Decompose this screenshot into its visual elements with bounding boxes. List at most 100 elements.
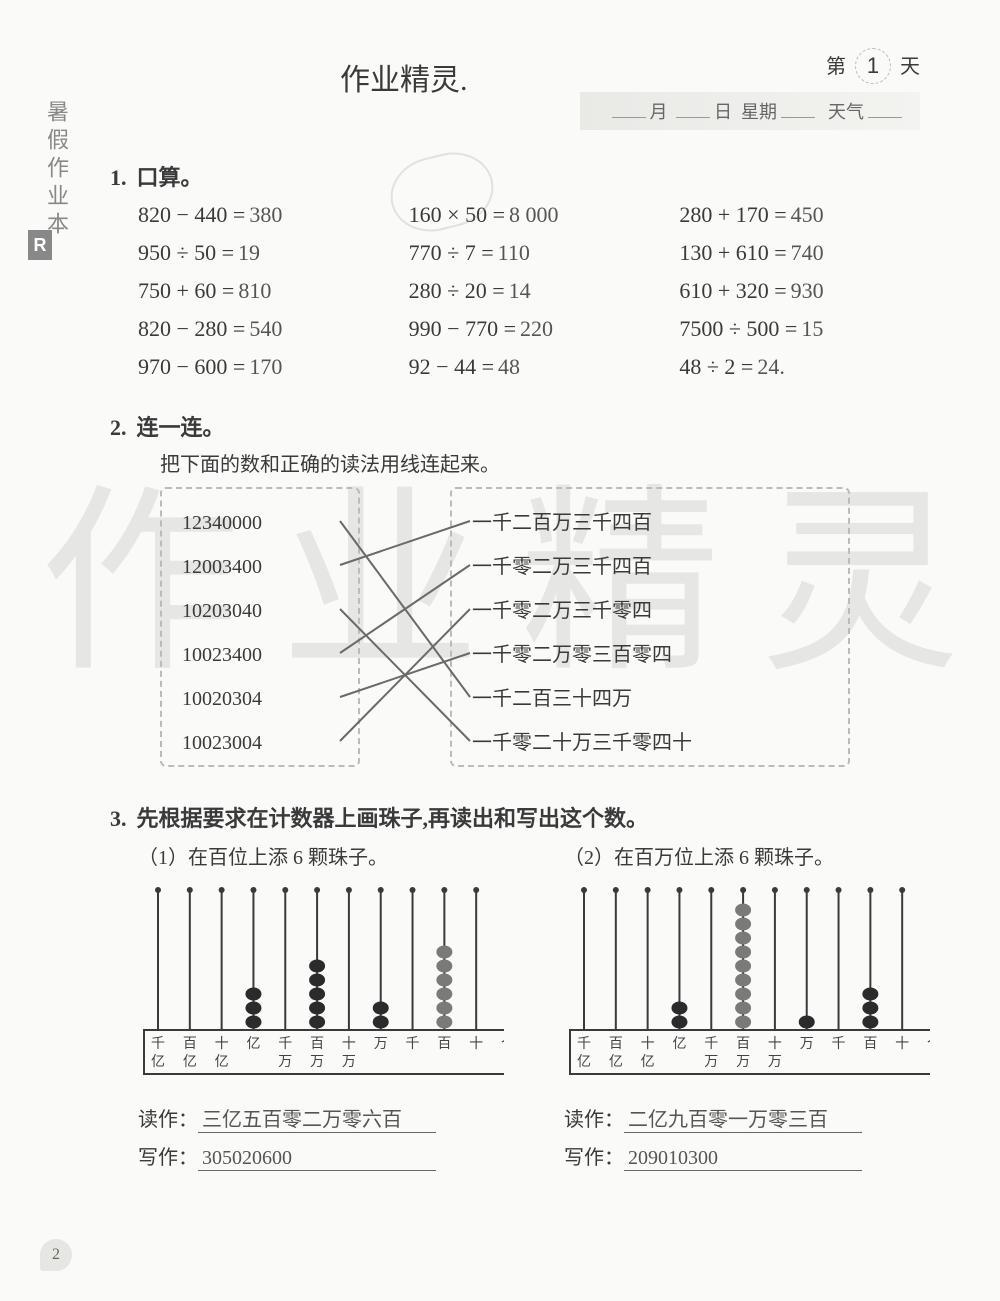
date-line: 月 日 星期 天气 xyxy=(580,92,920,130)
match-right-box: 一千二百万三千四百一千零二万三千四百一千零二万三千零四一千零二万零三百零四一千二… xyxy=(450,487,850,767)
eq-cell: 48 ÷ 2 =24. xyxy=(679,354,930,380)
write-ans-1: 305020600 xyxy=(198,1147,436,1171)
match-right-item: 一千零二万零三百零四 xyxy=(472,633,828,677)
day-suffix: 天 xyxy=(900,56,920,78)
svg-text:亿: 亿 xyxy=(609,1054,623,1070)
svg-text:个: 个 xyxy=(927,1036,930,1052)
sidebar-tab: R xyxy=(28,230,52,260)
day-number: 1 xyxy=(855,48,891,84)
abacus-2: （2）在百万位上添 6 颗珠子。 千亿百亿十亿亿千万百万十万万千百十个 读作：二… xyxy=(564,833,930,1171)
eq-cell: 820 − 440 =380 xyxy=(138,202,389,228)
q1-grid: 820 − 440 =380160 × 50 =8 000280 + 170 =… xyxy=(138,202,930,380)
abacus-1: （1）在百位上添 6 颗珠子。 千亿百亿十亿亿千万百万十万万千百十个 读作：三亿… xyxy=(138,833,504,1171)
eq-cell: 770 ÷ 7 =110 xyxy=(409,240,660,266)
svg-text:十: 十 xyxy=(215,1036,229,1052)
svg-text:万: 万 xyxy=(310,1055,324,1070)
svg-text:百: 百 xyxy=(736,1036,750,1052)
write-label-1: 写作： xyxy=(138,1147,198,1169)
weekday-label: 星期 xyxy=(741,102,777,122)
match-left-item: 10023400 xyxy=(182,633,338,677)
svg-text:十: 十 xyxy=(768,1036,782,1052)
sidebar-label: 暑假作业本 xyxy=(40,100,72,240)
svg-text:亿: 亿 xyxy=(641,1054,655,1070)
read-ans-2: 二亿九百零一万零三百 xyxy=(624,1103,862,1133)
eq-cell: 950 ÷ 50 =19 xyxy=(138,240,389,266)
write-ans-2: 209010300 xyxy=(624,1147,862,1171)
svg-text:百: 百 xyxy=(609,1036,623,1052)
q3-sub2: （2）在百万位上添 6 颗珠子。 xyxy=(564,841,930,870)
svg-text:万: 万 xyxy=(278,1055,292,1070)
match-right-item: 一千零二十万三千零四十 xyxy=(472,721,828,765)
eq-cell: 280 + 170 =450 xyxy=(679,202,930,228)
match-left-item: 10023004 xyxy=(182,721,338,765)
eq-cell: 610 + 320 =930 xyxy=(679,278,930,304)
page-number: 2 xyxy=(40,1239,72,1271)
svg-text:万: 万 xyxy=(342,1055,356,1070)
match-right-item: 一千零二万三千零四 xyxy=(472,589,828,633)
svg-text:百: 百 xyxy=(183,1036,197,1052)
write-label-2: 写作： xyxy=(564,1147,624,1169)
q3-title: 先根据要求在计数器上画珠子,再读出和写出这个数。 xyxy=(137,806,649,831)
svg-text:亿: 亿 xyxy=(577,1054,591,1070)
svg-text:万: 万 xyxy=(768,1055,782,1070)
svg-text:十: 十 xyxy=(895,1036,909,1052)
svg-text:十: 十 xyxy=(641,1036,655,1052)
svg-text:亿: 亿 xyxy=(672,1036,686,1052)
svg-text:亿: 亿 xyxy=(183,1054,197,1070)
svg-text:个: 个 xyxy=(501,1036,504,1052)
match-left-item: 12003400 xyxy=(182,545,338,589)
q2: 2. 连一连。 把下面的数和正确的读法用线连起来。 12340000120034… xyxy=(110,410,930,777)
q1: 1. 口算。 820 − 440 =380160 × 50 =8 000280 … xyxy=(110,160,930,380)
match-left-box: 1234000012003400102030401002340010020304… xyxy=(160,487,360,767)
q3-num: 3. xyxy=(110,806,127,831)
svg-text:亿: 亿 xyxy=(246,1036,260,1052)
q1-title: 口算。 xyxy=(137,165,203,190)
q2-title: 连一连。 xyxy=(137,415,225,440)
match-right-item: 一千二百三十四万 xyxy=(472,677,828,721)
abacus1-svg: 千亿百亿十亿亿千万百万十万万千百十个 xyxy=(138,880,504,1090)
read-label-2: 读作： xyxy=(564,1109,624,1131)
svg-text:千: 千 xyxy=(832,1036,846,1052)
svg-text:亿: 亿 xyxy=(151,1054,165,1070)
q1-num: 1. xyxy=(110,165,127,190)
svg-text:十: 十 xyxy=(342,1036,356,1052)
eq-cell: 820 − 280 =540 xyxy=(138,316,389,342)
day-label: 日 xyxy=(714,102,732,122)
svg-text:千: 千 xyxy=(278,1036,292,1052)
svg-text:万: 万 xyxy=(704,1055,718,1070)
match-wrap: 1234000012003400102030401002340010020304… xyxy=(150,487,930,777)
svg-text:千: 千 xyxy=(151,1036,165,1052)
q3: 3. 先根据要求在计数器上画珠子,再读出和写出这个数。 （1）在百位上添 6 颗… xyxy=(110,801,930,1171)
eq-cell: 7500 ÷ 500 =15 xyxy=(679,316,930,342)
svg-text:十: 十 xyxy=(469,1036,483,1052)
svg-text:亿: 亿 xyxy=(215,1054,229,1070)
match-left-item: 10020304 xyxy=(182,677,338,721)
svg-text:千: 千 xyxy=(704,1036,718,1052)
match-right-item: 一千零二万三千四百 xyxy=(472,545,828,589)
day-prefix: 第 xyxy=(826,56,846,78)
svg-text:百: 百 xyxy=(437,1036,451,1052)
svg-text:百: 百 xyxy=(863,1036,877,1052)
eq-cell: 130 + 610 =740 xyxy=(679,240,930,266)
weather-label: 天气 xyxy=(828,102,864,122)
q3-sub1: （1）在百位上添 6 颗珠子。 xyxy=(138,841,504,870)
read-label-1: 读作： xyxy=(138,1109,198,1131)
month-label: 月 xyxy=(650,102,668,122)
svg-text:千: 千 xyxy=(577,1036,591,1052)
svg-text:百: 百 xyxy=(310,1036,324,1052)
eq-cell: 92 − 44 =48 xyxy=(409,354,660,380)
match-left-item: 12340000 xyxy=(182,501,338,545)
read-ans-1: 三亿五百零二万零六百 xyxy=(198,1103,436,1133)
eq-cell: 750 + 60 =810 xyxy=(138,278,389,304)
eq-cell: 280 ÷ 20 =14 xyxy=(409,278,660,304)
match-left-item: 10203040 xyxy=(182,589,338,633)
q2-num: 2. xyxy=(110,415,127,440)
handwritten-title: 作业精灵. xyxy=(340,55,468,99)
eq-cell: 990 − 770 =220 xyxy=(409,316,660,342)
abacus2-svg: 千亿百亿十亿亿千万百万十万万千百十个 xyxy=(564,880,930,1090)
svg-text:万: 万 xyxy=(736,1055,750,1070)
q2-subtitle: 把下面的数和正确的读法用线连起来。 xyxy=(160,448,930,477)
svg-text:万: 万 xyxy=(374,1037,388,1052)
match-right-item: 一千二百万三千四百 xyxy=(472,501,828,545)
day-badge: 第 1 天 xyxy=(826,48,920,84)
